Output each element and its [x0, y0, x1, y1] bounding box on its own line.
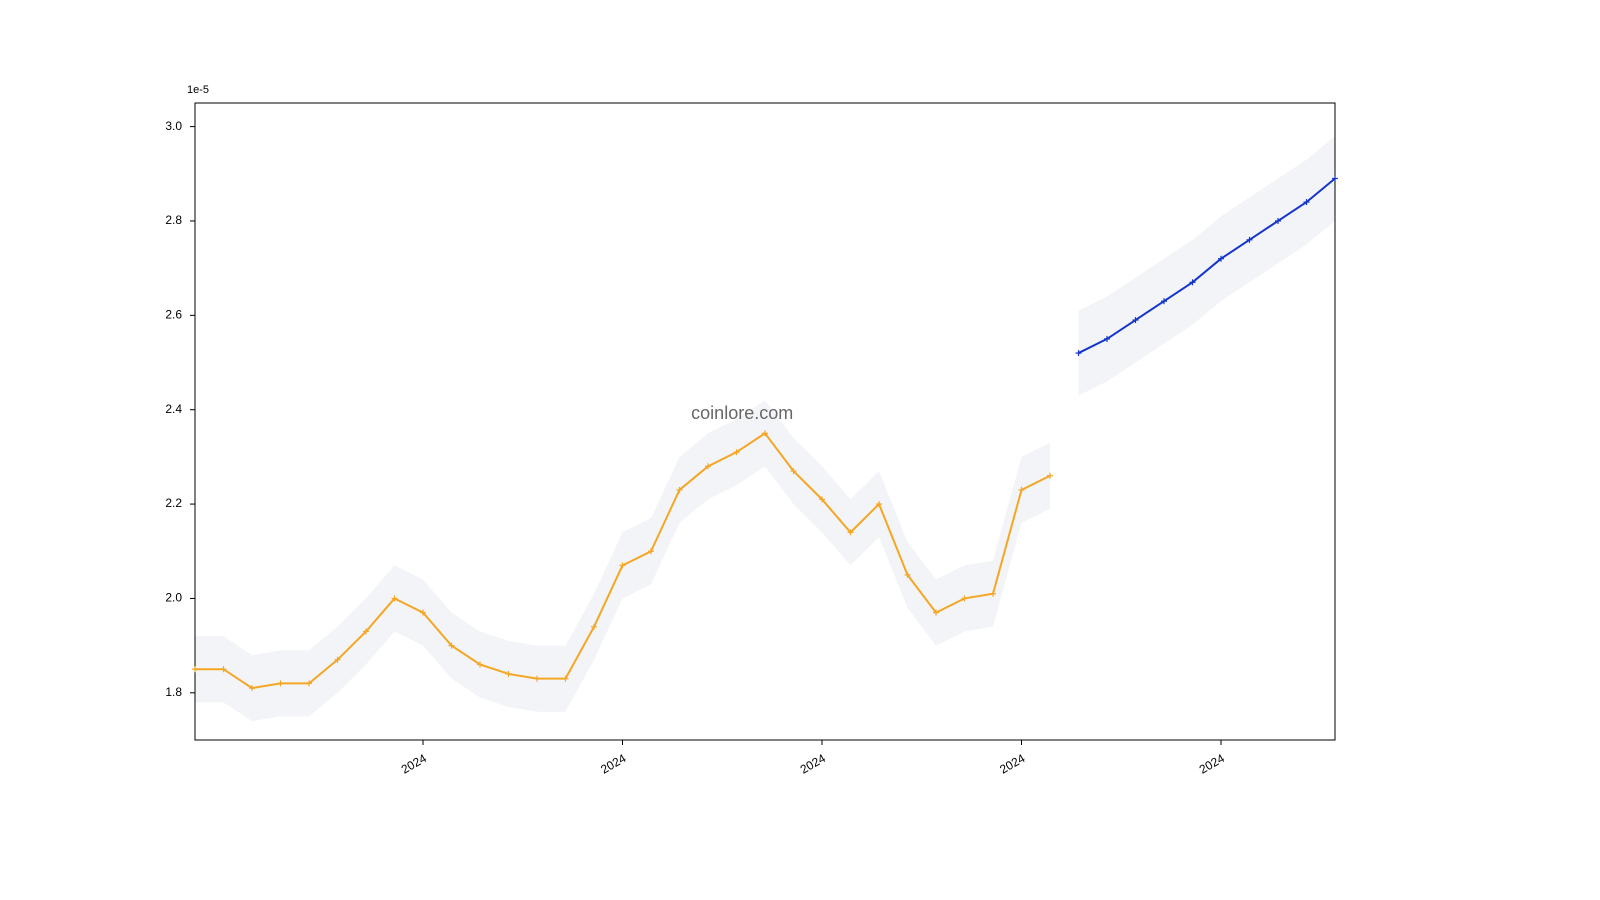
y-tick-label: 2.0 — [165, 591, 182, 605]
price-forecast-chart: 1.82.02.22.42.62.83.01e-5202420242024202… — [0, 0, 1600, 900]
y-tick-label: 3.0 — [165, 119, 182, 133]
y-tick-label: 1.8 — [165, 685, 182, 699]
y-exponent-label: 1e-5 — [187, 84, 209, 96]
y-tick-label: 2.2 — [165, 496, 182, 510]
watermark-text: coinlore.com — [691, 403, 793, 423]
y-tick-label: 2.6 — [165, 308, 182, 322]
y-tick-label: 2.8 — [165, 213, 182, 227]
y-tick-label: 2.4 — [165, 402, 182, 416]
chart-container: 1.82.02.22.42.62.83.01e-5202420242024202… — [0, 0, 1600, 900]
